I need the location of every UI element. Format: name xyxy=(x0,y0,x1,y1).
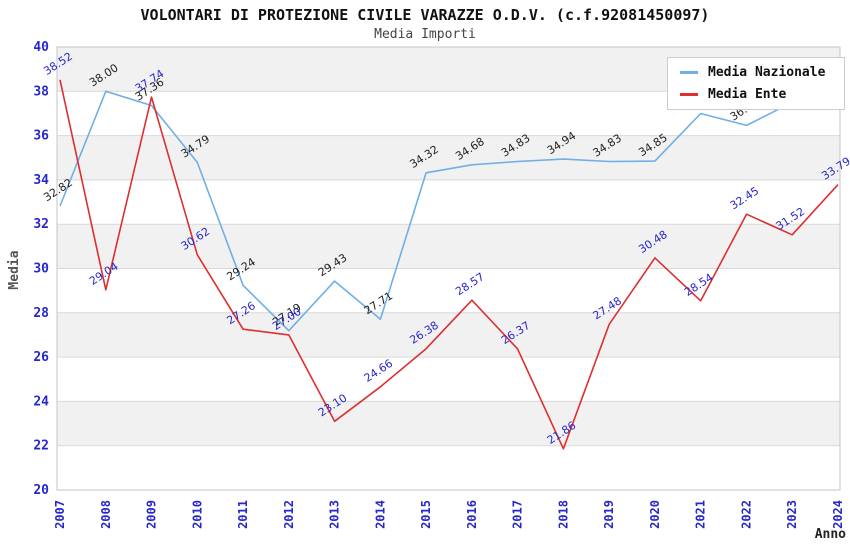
y-tick-label: 22 xyxy=(33,439,49,454)
x-tick-label: 2017 xyxy=(511,500,525,529)
legend-item-media-nazionale: Media Nazionale xyxy=(680,65,834,80)
x-tick-label: 2014 xyxy=(373,500,387,529)
chart-subtitle: Media Importi xyxy=(374,27,476,42)
x-tick-label: 2024 xyxy=(831,500,845,529)
plot-band xyxy=(57,135,840,180)
x-tick-label: 2022 xyxy=(739,500,753,529)
data-label: 32.45 xyxy=(728,184,761,212)
x-tick-label: 2020 xyxy=(648,500,662,529)
plot-band xyxy=(57,224,840,269)
x-tick-label: 2011 xyxy=(236,500,250,529)
y-axis-title: Media xyxy=(7,250,22,289)
series-line-media-nazionale xyxy=(59,90,793,332)
y-tick-label: 38 xyxy=(33,84,49,99)
y-tick-label: 20 xyxy=(33,483,49,498)
legend-label: Media Ente xyxy=(708,87,787,102)
y-tick-label: 32 xyxy=(33,217,49,232)
data-label: 28.54 xyxy=(682,271,715,299)
x-tick-label: 2009 xyxy=(145,500,159,529)
x-tick-label: 2018 xyxy=(556,500,570,529)
y-tick-label: 24 xyxy=(33,394,49,409)
y-tick-label: 36 xyxy=(33,129,49,144)
y-tick-label: 30 xyxy=(33,262,49,277)
data-label: 24.66 xyxy=(362,357,395,385)
x-tick-label: 2010 xyxy=(190,500,204,529)
x-tick-label: 2012 xyxy=(282,500,296,529)
plot-band xyxy=(57,312,840,358)
y-tick-label: 26 xyxy=(33,350,49,365)
y-tick-label: 34 xyxy=(33,173,49,188)
x-tick-label: 2013 xyxy=(328,500,342,529)
legend-label: Media Nazionale xyxy=(708,65,826,80)
x-tick-label: 2008 xyxy=(99,500,113,529)
x-tick-label: 2019 xyxy=(602,500,616,529)
media-nazionale-line-swatch xyxy=(680,71,698,74)
y-tick-label: 40 xyxy=(33,40,49,55)
data-label: 28.57 xyxy=(453,270,486,298)
chart-title: VOLONTARI DI PROTEZIONE CIVILE VARAZZE O… xyxy=(140,6,710,24)
media-ente-line-swatch xyxy=(680,93,698,96)
x-tick-label: 2023 xyxy=(785,500,799,529)
x-tick-label: 2021 xyxy=(694,500,708,529)
plot-border xyxy=(56,46,841,491)
plot-band xyxy=(57,401,840,446)
series-line-media-ente xyxy=(59,79,839,450)
legend-item-media-ente: Media Ente xyxy=(680,87,834,102)
x-tick-label: 2016 xyxy=(465,500,479,529)
legend-box: Media Nazionale Media Ente xyxy=(667,57,845,110)
x-tick-label: 2015 xyxy=(419,500,433,529)
x-tick-label: 2007 xyxy=(53,500,67,529)
x-axis-title: Anno xyxy=(815,527,846,542)
y-tick-label: 28 xyxy=(33,306,49,321)
